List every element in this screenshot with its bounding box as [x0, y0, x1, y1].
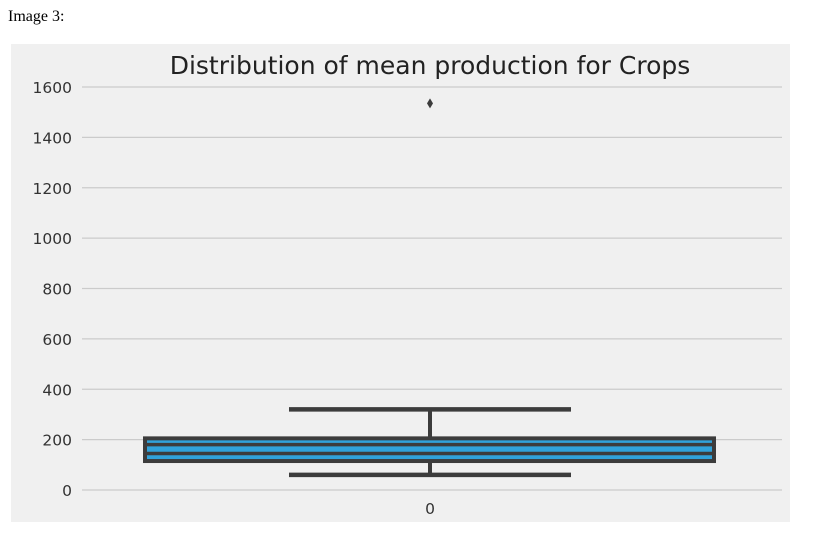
x-tick-label: 0: [425, 500, 435, 518]
y-tick-label-800: 800: [42, 281, 72, 299]
y-tick-label-400: 400: [42, 381, 72, 399]
grid-lines: [82, 86, 782, 491]
image-caption: Image 3:: [8, 8, 65, 25]
box-group: [143, 98, 716, 478]
iqr-box: [143, 436, 716, 464]
chart-title: Distribution of mean production for Crop…: [170, 51, 691, 80]
y-tick-label-200: 200: [42, 432, 72, 450]
outlier-point-0: [427, 98, 433, 109]
y-tick-label-1400: 1400: [33, 129, 72, 147]
y-tick-label-1000: 1000: [33, 230, 72, 248]
y-tick-label-1200: 1200: [33, 180, 72, 198]
y-tick-label-600: 600: [42, 331, 72, 349]
y-axis: 0 200 400 600 800 1000 1200 1400 1600: [33, 79, 72, 500]
y-tick-label-1600: 1600: [33, 79, 72, 97]
y-tick-label-0: 0: [62, 482, 72, 500]
